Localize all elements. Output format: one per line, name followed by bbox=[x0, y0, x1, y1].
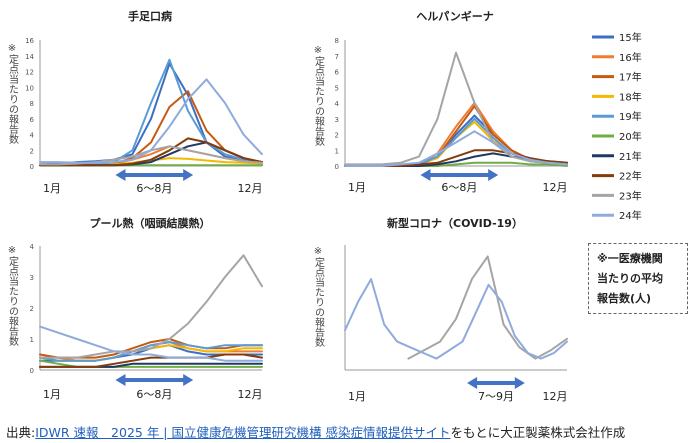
x-axis-start-label: 1月 bbox=[43, 388, 61, 401]
x-axis-start-label: 1月 bbox=[43, 182, 61, 195]
chart-panel-3: プール熱（咽頭結膜熱） ※定点当たりの報告数 0 1 2 3 4 1月 12月 6〜8月 bbox=[7, 216, 263, 401]
range-label: 6〜8月 bbox=[136, 182, 172, 195]
y-tick-label: 3 bbox=[30, 274, 34, 282]
y-tick-label: 6 bbox=[30, 116, 35, 124]
legend-label: 24年 bbox=[619, 209, 642, 222]
y-tick-label: 0 bbox=[335, 163, 339, 171]
range-arrow-right-head bbox=[488, 169, 499, 181]
series-line-22年 bbox=[39, 353, 263, 368]
legend-label: 17年 bbox=[619, 71, 642, 84]
series-line-23年 bbox=[39, 254, 263, 359]
x-axis-end-label: 12月 bbox=[543, 181, 568, 194]
y-tick-label: 7 bbox=[335, 53, 339, 61]
range-label: 6〜8月 bbox=[136, 388, 172, 401]
chart-panel-2: ヘルパンギーナ ※定点当たりの報告数 0 1 2 3 4 5 6 7 8 1月 12月 6〜8月 bbox=[313, 9, 568, 194]
y-tick-label: 4 bbox=[30, 243, 35, 251]
y-tick-label: 1 bbox=[30, 336, 34, 344]
legend-label: 18年 bbox=[619, 90, 642, 103]
x-axis-start-label: 1月 bbox=[348, 390, 366, 403]
range-arrow-right-head bbox=[183, 374, 194, 386]
y-tick-label: 16 bbox=[25, 37, 34, 45]
range-arrow-left-head bbox=[420, 169, 431, 181]
series-line-23年 bbox=[344, 51, 568, 166]
x-axis-end-label: 12月 bbox=[543, 390, 568, 403]
unit-note-line1: ※一医療機関 bbox=[597, 252, 663, 265]
legend-label: 20年 bbox=[619, 130, 642, 143]
unit-note-line3: 報告数(人) bbox=[597, 292, 652, 305]
y-tick-label: 4 bbox=[335, 100, 340, 108]
range-label: 7〜9月 bbox=[478, 390, 514, 403]
legend: 15年 16年 17年 18年 19年 20年 21年 22年 23年 24年 bbox=[592, 31, 642, 222]
y-tick-label: 8 bbox=[335, 37, 339, 45]
range-label: 6〜8月 bbox=[441, 181, 477, 194]
y-tick-label: 3 bbox=[335, 116, 339, 124]
unit-note-box: ※一医療機関 当たりの平均 報告数(人) bbox=[588, 243, 688, 314]
legend-label: 21年 bbox=[619, 150, 642, 163]
chart-title: プール熱（咽頭結膜熱） bbox=[90, 216, 211, 230]
range-arrow-right-head bbox=[514, 377, 525, 389]
series-line-24年 bbox=[344, 130, 568, 167]
legend-label: 15年 bbox=[619, 31, 642, 44]
x-axis-start-label: 1月 bbox=[348, 181, 366, 194]
y-tick-label: 2 bbox=[30, 147, 34, 155]
y-tick-label: 4 bbox=[30, 132, 35, 140]
source-prefix: 出典: bbox=[6, 425, 36, 440]
y-axis-label: ※定点当たりの報告数 bbox=[7, 245, 19, 347]
y-tick-label: 14 bbox=[25, 53, 34, 61]
x-axis-end-label: 12月 bbox=[238, 388, 263, 401]
legend-label: 19年 bbox=[619, 110, 642, 123]
range-arrow-left-head bbox=[467, 377, 478, 389]
y-tick-label: 10 bbox=[25, 84, 34, 92]
y-tick-label: 2 bbox=[335, 132, 339, 140]
source-link[interactable]: IDWR 速報 2025 年 | 国立健康危機管理研究機構 感染症情報提供サイト bbox=[35, 425, 451, 440]
x-axis-end-label: 12月 bbox=[238, 182, 263, 195]
y-tick-label: 12 bbox=[25, 69, 34, 77]
y-tick-label: 5 bbox=[335, 84, 339, 92]
series-line-19年 bbox=[39, 341, 263, 362]
legend-label: 23年 bbox=[619, 189, 642, 202]
series-line-24年 bbox=[39, 78, 263, 164]
y-tick-label: 6 bbox=[335, 69, 340, 77]
y-axis-label: ※定点当たりの報告数 bbox=[313, 246, 325, 348]
range-arrow-right-head bbox=[183, 169, 194, 181]
legend-label: 16年 bbox=[619, 51, 642, 64]
y-tick-label: 0 bbox=[30, 367, 34, 375]
chart-title: 手足口病 bbox=[128, 9, 172, 23]
y-tick-label: 2 bbox=[30, 305, 34, 313]
chart-title: ヘルパンギーナ bbox=[416, 9, 494, 23]
y-tick-label: 0 bbox=[30, 163, 34, 171]
chart-title: 新型コロナ（COVID-19） bbox=[387, 216, 523, 230]
unit-note-line2: 当たりの平均 bbox=[597, 272, 663, 285]
legend-label: 22年 bbox=[619, 170, 642, 183]
series-line-24年 bbox=[344, 278, 568, 360]
source-caption: 出典:IDWR 速報 2025 年 | 国立健康危機管理研究機構 感染症情報提供… bbox=[6, 422, 625, 441]
chart-panel-4: 新型コロナ（COVID-19） ※定点当たりの報告数 1月 12月 7〜9月 bbox=[313, 216, 568, 403]
source-suffix: をもとに大正製薬株式会社作成 bbox=[450, 425, 626, 440]
chart-panel-1: 手足口病 ※定点当たりの報告数 0 2 4 6 8 10 12 14 16 1月 12月 6〜8月 bbox=[7, 9, 263, 195]
series-line-22年 bbox=[39, 137, 263, 167]
range-arrow-left-head bbox=[115, 374, 126, 386]
y-axis-label: ※定点当たりの報告数 bbox=[313, 45, 325, 147]
y-tick-label: 1 bbox=[335, 147, 339, 155]
series-line-23年 bbox=[407, 255, 568, 360]
y-tick-label: 8 bbox=[30, 100, 34, 108]
y-axis-label: ※定点当たりの報告数 bbox=[7, 43, 19, 145]
series-line-24年 bbox=[39, 325, 263, 362]
range-arrow-left-head bbox=[115, 169, 126, 181]
